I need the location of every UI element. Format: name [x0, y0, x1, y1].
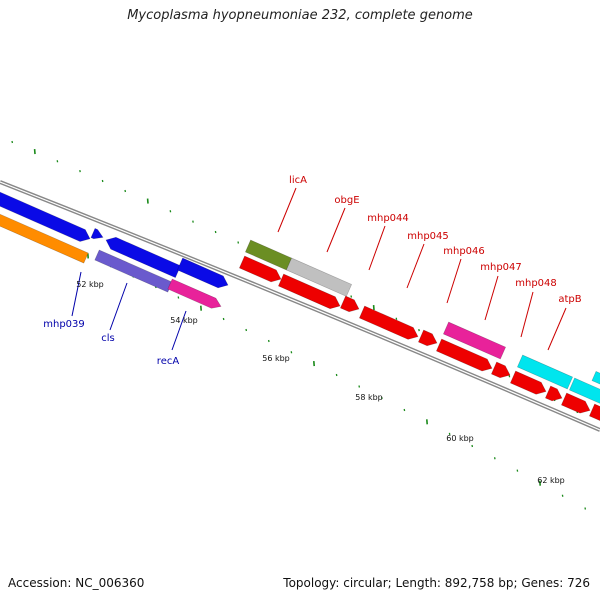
gene-features: [0, 191, 600, 421]
scale-label: 62 kbp: [537, 476, 565, 485]
gene-feature-red: [509, 370, 547, 395]
gene-feature-deeppink: [167, 278, 222, 309]
gene-label-atpB: atpB: [558, 294, 581, 305]
leader-line: [484, 275, 499, 321]
leader-line: [277, 187, 297, 233]
leader-line: [71, 271, 82, 317]
gene-label-obgE: obgE: [334, 195, 359, 206]
leader-line: [326, 207, 346, 253]
scale-label: 58 kbp: [355, 393, 383, 402]
gene-label-mhp046: mhp046: [443, 246, 485, 257]
backbone-outer: [0, 180, 600, 432]
leader-line: [368, 225, 386, 271]
leader-line: [547, 307, 567, 351]
gene-labels: licA obgE mhp044 mhp045 mhp046 mhp047 mhp048at…: [43, 175, 582, 367]
label-leaders: [71, 187, 567, 351]
gene-feature-cyan: [516, 354, 574, 390]
scale-label: 54 kbp: [170, 316, 198, 325]
gene-label-cls: cls: [101, 333, 115, 344]
gene-feature-red: [560, 392, 591, 414]
gene-feature-silver: [285, 257, 353, 297]
scale-label: 56 kbp: [262, 354, 290, 363]
gene-feature-red: [435, 338, 493, 372]
leader-line: [520, 291, 534, 338]
backbone-inner: [0, 181, 600, 431]
leader-line: [109, 282, 128, 331]
gene-label-licA: licA: [289, 175, 307, 186]
gene-label-mhp047: mhp047: [480, 262, 522, 273]
gene-feature-blue: [0, 191, 91, 242]
gene-feature-red: [339, 295, 360, 313]
gene-feature-red: [358, 305, 419, 340]
gene-feature-red: [490, 361, 511, 379]
gene-feature-orange: [0, 213, 89, 264]
scale-labels: 52 kbp 54 kbp 56 kbp 58 kbp 60 kbp 62 kbp: [76, 280, 565, 485]
gene-feature-deeppink: [442, 321, 507, 360]
gene-feature-red: [417, 329, 438, 347]
gene-label-mhp048: mhp048: [515, 278, 557, 289]
gene-feature-red: [277, 273, 341, 310]
gene-label-recA: recA: [157, 356, 180, 367]
gene-feature-red: [588, 403, 600, 421]
gene-feature-blue: [90, 228, 104, 240]
gene-feature-red: [544, 385, 563, 402]
scale-label: 52 kbp: [76, 280, 104, 289]
leader-line: [171, 310, 187, 351]
leader-line: [446, 258, 462, 304]
genome-info-label: Topology: circular; Length: 892,758 bp; …: [283, 576, 590, 590]
gene-label-mhp044: mhp044: [367, 213, 409, 224]
gene-label-mhp045: mhp045: [407, 231, 449, 242]
accession-label: Accession: NC_006360: [8, 576, 145, 590]
gene-feature-blue: [105, 236, 182, 279]
gene-feature-cyan: [591, 371, 600, 385]
gene-feature-red: [238, 255, 282, 283]
gene-feature-cyan: [568, 377, 600, 404]
gene-feature-blue: [176, 257, 229, 289]
scale-label: 60 kbp: [446, 434, 474, 443]
map-title: Mycoplasma hyopneumoniae 232, complete g…: [127, 8, 473, 23]
gene-label-mhp039: mhp039: [43, 319, 85, 330]
leader-line: [406, 243, 425, 289]
scale-ticks: [11, 140, 587, 510]
